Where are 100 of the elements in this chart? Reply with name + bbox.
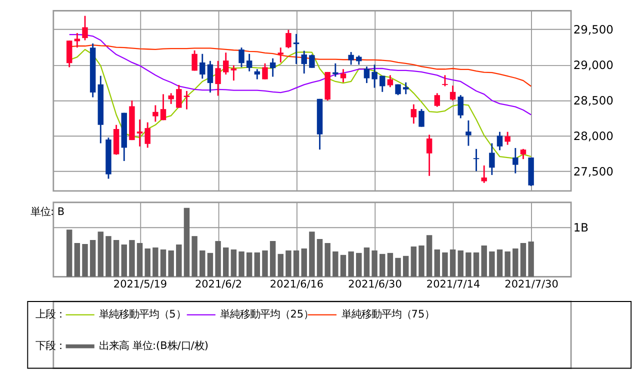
bar — [152, 247, 158, 277]
candlestick — [348, 51, 354, 66]
bar — [309, 232, 315, 277]
legend-label: 単純移動平均（5） — [99, 308, 186, 321]
candlestick — [254, 68, 260, 80]
bar — [332, 251, 338, 277]
candlestick — [168, 92, 174, 105]
candlestick — [66, 40, 72, 68]
candlestick — [278, 46, 284, 64]
candlestick — [270, 58, 276, 78]
candlestick — [286, 29, 292, 49]
candlestick — [222, 52, 229, 76]
bar — [222, 247, 229, 277]
candlestick — [230, 64, 237, 82]
x-tick-label: 2021/6/16 — [270, 278, 324, 291]
bar — [144, 248, 150, 277]
bar — [286, 250, 292, 277]
bar — [402, 256, 409, 277]
bar — [316, 239, 323, 277]
candlestick — [144, 122, 150, 148]
candlestick — [512, 147, 518, 174]
bar — [528, 242, 534, 277]
bar — [301, 248, 307, 277]
candlestick — [372, 64, 378, 89]
bar — [98, 232, 104, 277]
bar — [160, 249, 166, 277]
y-axis-title: 単位: B — [30, 206, 65, 218]
y-tick-label: 28,000 — [573, 128, 614, 143]
legend-label: 出来高 単位:(B株/口/枚) — [99, 340, 208, 352]
bar — [504, 251, 510, 277]
bar — [207, 252, 214, 277]
bar — [520, 243, 526, 277]
candlestick — [496, 131, 503, 151]
bar — [121, 244, 127, 277]
bar — [168, 250, 174, 277]
legend-label: 単純移動平均（25） — [220, 308, 314, 321]
bar — [176, 244, 182, 277]
legend-title: 下段： — [35, 340, 66, 352]
candlestick — [380, 75, 386, 93]
candlestick — [340, 68, 346, 84]
candlestick — [402, 82, 409, 95]
bar — [473, 252, 480, 277]
bar — [74, 243, 80, 277]
candlestick — [489, 142, 495, 176]
bar — [66, 230, 72, 277]
bar — [356, 252, 362, 277]
y-tick-label: 29,500 — [573, 22, 614, 36]
bar — [324, 243, 330, 277]
bar — [372, 250, 378, 277]
bar — [380, 254, 386, 277]
bar — [410, 246, 417, 277]
candlestick — [82, 15, 88, 41]
bar — [184, 208, 190, 277]
bar — [278, 254, 284, 277]
candlestick — [309, 54, 315, 69]
bar — [262, 250, 268, 277]
candlestick — [192, 50, 198, 72]
candlestick — [410, 104, 417, 124]
bar — [200, 250, 206, 277]
bar — [246, 252, 252, 277]
bar — [426, 235, 432, 277]
bar — [496, 249, 503, 277]
candlestick — [473, 148, 480, 172]
bar — [192, 236, 198, 277]
candlestick — [418, 108, 424, 128]
candlestick — [246, 53, 252, 72]
x-tick-label: 2021/5/19 — [113, 278, 168, 291]
y-tick-label: 27,500 — [573, 164, 614, 178]
bar — [364, 247, 370, 277]
bar — [230, 249, 237, 277]
candlestick — [364, 66, 370, 84]
bar — [90, 240, 96, 277]
bar — [129, 240, 135, 277]
candlestick — [160, 93, 166, 121]
y-tick-label: 29,000 — [573, 58, 614, 72]
x-tick-label: 2021/7/30 — [504, 278, 558, 291]
candlestick — [262, 62, 268, 80]
bar — [434, 249, 440, 277]
bar — [458, 250, 464, 277]
bar — [348, 251, 354, 277]
bar — [106, 236, 112, 277]
bar — [270, 241, 276, 277]
bar — [489, 251, 495, 277]
x-tick-label: 2021/6/2 — [194, 278, 242, 291]
candlestick — [207, 60, 214, 94]
bar — [238, 251, 244, 277]
candlestick — [426, 134, 432, 177]
bar — [512, 248, 518, 277]
candlestick — [481, 164, 487, 184]
candlestick — [184, 90, 190, 110]
candlestick — [200, 53, 206, 80]
candlestick — [442, 74, 448, 87]
candlestick — [176, 84, 182, 109]
candlestick — [504, 131, 510, 146]
candlestick — [74, 32, 80, 48]
bar — [293, 250, 300, 277]
bar — [254, 252, 260, 277]
y-tick-label: 28,500 — [573, 93, 614, 108]
bar — [450, 249, 456, 277]
bar — [418, 246, 424, 277]
